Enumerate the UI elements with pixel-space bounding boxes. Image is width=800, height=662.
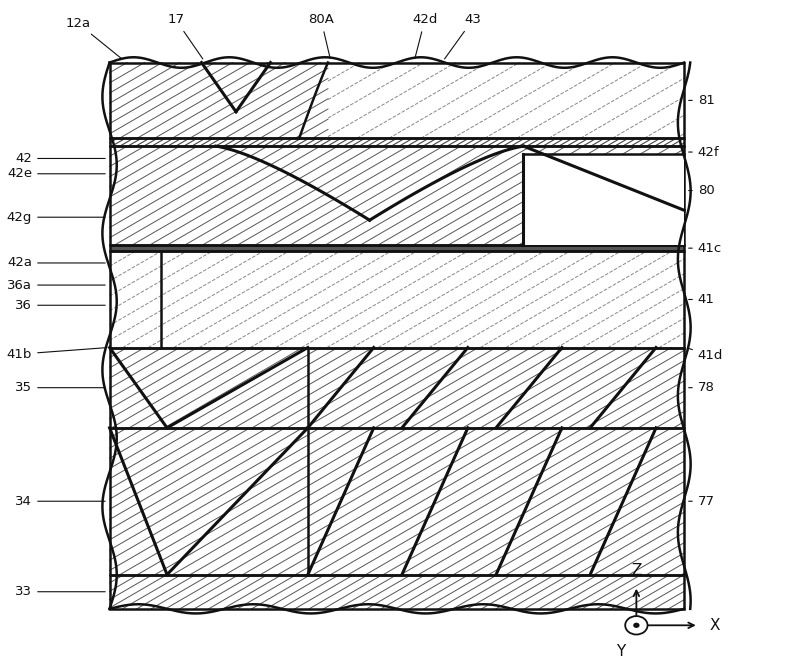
Bar xyxy=(110,62,684,138)
Bar xyxy=(110,348,684,428)
Text: 42d: 42d xyxy=(412,13,438,58)
Bar xyxy=(110,138,684,146)
Text: 41b: 41b xyxy=(6,348,106,361)
Text: 42g: 42g xyxy=(6,211,105,224)
Bar xyxy=(110,245,684,252)
Bar xyxy=(110,252,684,348)
Bar xyxy=(110,252,684,348)
Bar xyxy=(110,62,684,138)
Bar xyxy=(110,146,684,245)
Text: 77: 77 xyxy=(689,495,715,508)
Text: 35: 35 xyxy=(15,381,105,394)
Bar xyxy=(110,575,684,609)
Text: 36: 36 xyxy=(15,299,105,312)
Bar xyxy=(110,245,684,252)
Text: 36a: 36a xyxy=(7,279,105,291)
Text: 42a: 42a xyxy=(7,256,105,269)
Text: Y: Y xyxy=(616,643,625,659)
Text: 78: 78 xyxy=(689,381,714,394)
Text: 81: 81 xyxy=(689,94,714,107)
Text: 41c: 41c xyxy=(689,242,722,255)
Text: 42e: 42e xyxy=(7,167,105,180)
Text: 42: 42 xyxy=(15,152,105,165)
Circle shape xyxy=(625,616,647,634)
Text: 41: 41 xyxy=(689,293,714,306)
Bar xyxy=(110,138,684,146)
Text: 43: 43 xyxy=(445,13,481,59)
Text: Z: Z xyxy=(631,563,642,578)
Circle shape xyxy=(633,623,639,628)
Text: 17: 17 xyxy=(167,13,203,59)
Bar xyxy=(110,348,684,428)
Text: 42f: 42f xyxy=(689,146,719,158)
Bar xyxy=(110,575,684,609)
Text: X: X xyxy=(710,618,720,633)
Text: 33: 33 xyxy=(15,585,105,598)
Bar xyxy=(110,428,684,575)
Text: 12a: 12a xyxy=(65,17,122,59)
Bar xyxy=(523,154,684,245)
Text: 80: 80 xyxy=(689,184,714,197)
Bar xyxy=(110,146,684,245)
Text: 80A: 80A xyxy=(308,13,334,58)
Text: 34: 34 xyxy=(15,495,105,508)
Text: 41d: 41d xyxy=(689,348,723,362)
Bar xyxy=(110,428,684,575)
